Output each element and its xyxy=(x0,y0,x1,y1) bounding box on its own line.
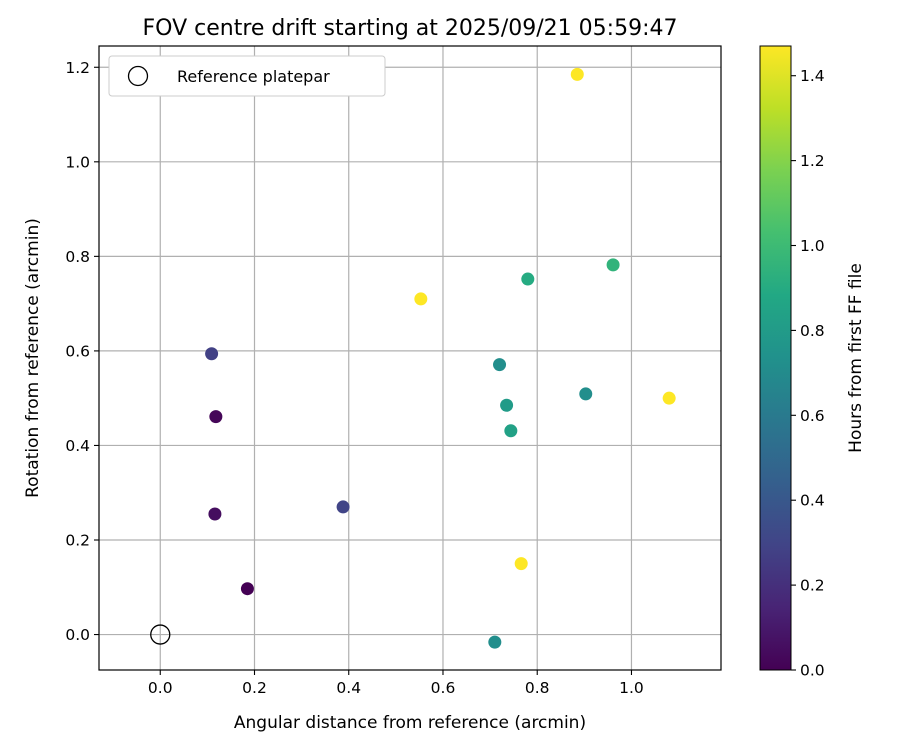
y-tick-label: 1.2 xyxy=(65,59,90,77)
y-tick-label: 1.0 xyxy=(65,153,90,171)
colorbar-tick-label: 1.4 xyxy=(800,67,825,85)
colorbar-tick-label: 1.0 xyxy=(800,237,825,255)
scatter-point xyxy=(500,398,514,412)
x-tick-label: 0.8 xyxy=(525,679,550,697)
colorbar: 0.0 0.2 0.4 0.6 0.8 1.0 1.2 1.4 Hours from firs… xyxy=(759,45,866,680)
scatter-point xyxy=(240,582,254,596)
x-tick-label: 0.6 xyxy=(431,679,456,697)
colorbar-tick-label: 0.6 xyxy=(800,407,825,425)
y-tick-label: 0.2 xyxy=(65,532,90,550)
legend: Reference platepar xyxy=(108,55,386,97)
reference-platepar-marker xyxy=(150,624,171,645)
plot-frame xyxy=(98,45,722,671)
scatter-point xyxy=(208,507,222,521)
data-points xyxy=(205,67,676,649)
scatter-point xyxy=(504,424,518,438)
legend-label-reference-platepar: Reference platepar xyxy=(177,67,330,86)
colorbar-gradient xyxy=(759,45,792,671)
scatter-point xyxy=(514,557,528,571)
reference-marker-group xyxy=(150,624,171,645)
colorbar-tick-label: 0.2 xyxy=(800,577,825,595)
y-axis-label: Rotation from reference (arcmin) xyxy=(23,218,43,498)
scatter-point xyxy=(606,258,620,272)
colorbar-label: Hours from first FF file xyxy=(846,263,866,453)
scatter-point xyxy=(414,292,428,306)
colorbar-ticks: 0.0 0.2 0.4 0.6 0.8 1.0 1.2 1.4 xyxy=(791,67,825,680)
scatter-point xyxy=(488,635,502,649)
y-tick-label: 0.0 xyxy=(65,626,90,644)
x-tick-label: 1.0 xyxy=(619,679,644,697)
y-axis-ticks: 0.0 0.2 0.4 0.6 0.8 1.0 1.2 xyxy=(65,59,99,644)
scatter-point xyxy=(336,500,350,514)
y-tick-label: 0.8 xyxy=(65,248,90,266)
scatter-point xyxy=(662,391,676,405)
x-axis-label: Angular distance from reference (arcmin) xyxy=(234,713,586,733)
scatter-point xyxy=(579,387,593,401)
y-tick-label: 0.6 xyxy=(65,342,90,360)
x-tick-label: 0.0 xyxy=(148,679,173,697)
scatter-point xyxy=(521,272,535,286)
y-tick-label: 0.4 xyxy=(65,437,90,455)
legend-reference-marker-icon xyxy=(127,65,149,87)
grid-lines xyxy=(99,46,721,670)
chart-title: FOV centre drift starting at 2025/09/21 … xyxy=(143,16,678,41)
x-axis-ticks: 0.0 0.2 0.4 0.6 0.8 1.0 xyxy=(148,670,644,697)
x-tick-label: 0.2 xyxy=(242,679,267,697)
colorbar-tick-label: 0.0 xyxy=(800,662,825,680)
legend-box xyxy=(108,55,386,97)
colorbar-tick-label: 0.8 xyxy=(800,322,825,340)
colorbar-tick-label: 0.4 xyxy=(800,492,825,510)
x-tick-label: 0.4 xyxy=(336,679,361,697)
colorbar-tick-label: 1.2 xyxy=(800,152,825,170)
scatter-point xyxy=(493,358,507,372)
scatter-point xyxy=(205,347,219,361)
scatter-point xyxy=(570,67,584,81)
scatter-point xyxy=(209,410,223,424)
